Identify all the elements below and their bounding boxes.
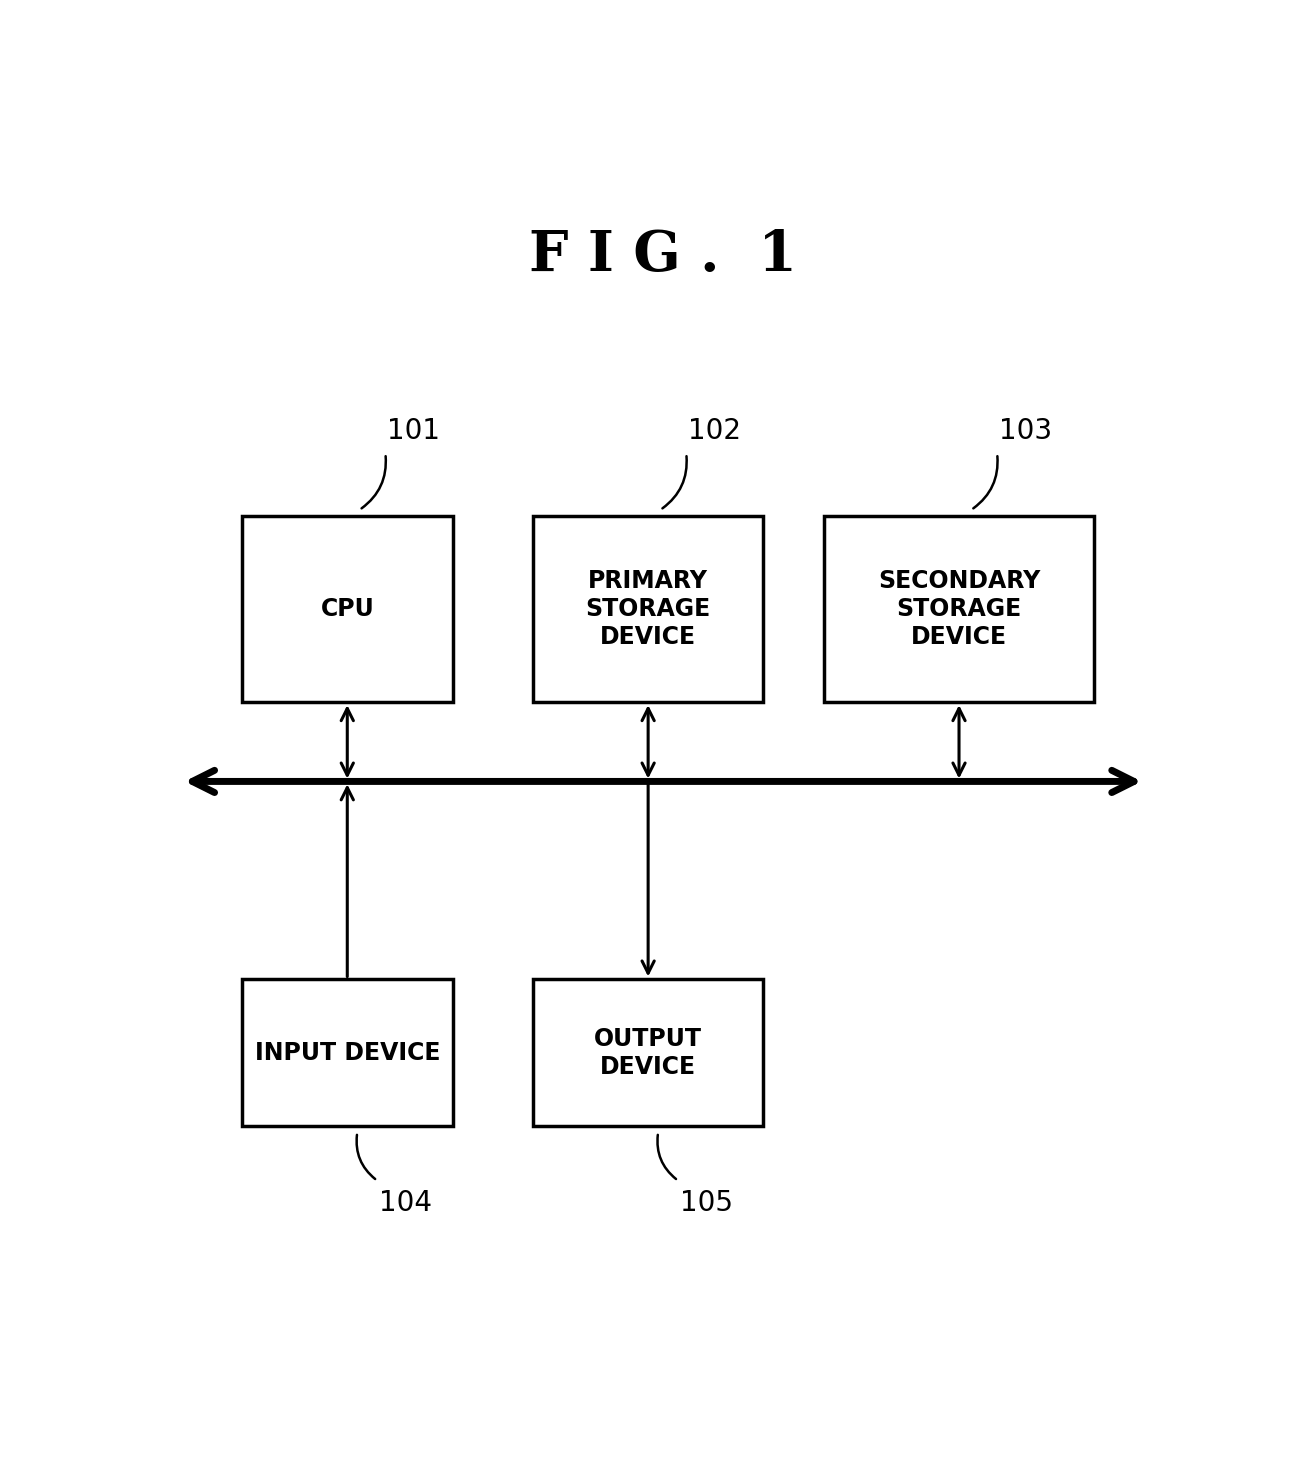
FancyBboxPatch shape xyxy=(824,516,1095,702)
Text: 105: 105 xyxy=(681,1190,734,1218)
Text: 102: 102 xyxy=(688,417,741,445)
Text: CPU: CPU xyxy=(321,596,374,621)
FancyBboxPatch shape xyxy=(242,516,453,702)
Text: INPUT DEVICE: INPUT DEVICE xyxy=(255,1042,440,1065)
Text: F I G .  1: F I G . 1 xyxy=(529,228,797,284)
FancyBboxPatch shape xyxy=(242,980,453,1127)
Text: 104: 104 xyxy=(379,1190,432,1218)
FancyBboxPatch shape xyxy=(533,516,763,702)
Text: 103: 103 xyxy=(999,417,1052,445)
Text: PRIMARY
STORAGE
DEVICE: PRIMARY STORAGE DEVICE xyxy=(585,569,710,649)
Text: SECONDARY
STORAGE
DEVICE: SECONDARY STORAGE DEVICE xyxy=(877,569,1040,649)
FancyBboxPatch shape xyxy=(533,980,763,1127)
Text: 101: 101 xyxy=(387,417,440,445)
Text: OUTPUT
DEVICE: OUTPUT DEVICE xyxy=(594,1027,703,1078)
